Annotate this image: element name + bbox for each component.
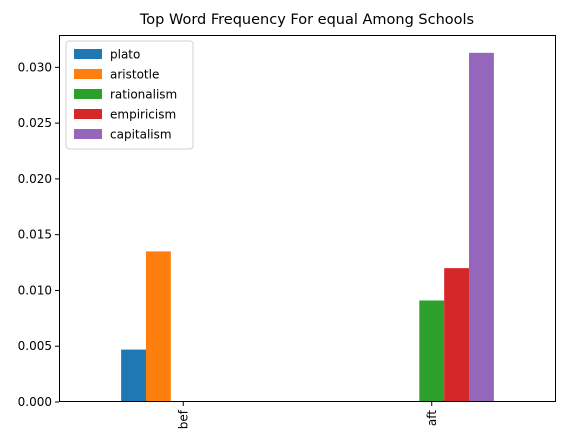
chart-title: Top Word Frequency For equal Among Schoo… <box>139 12 474 28</box>
legend-swatch-empiricism <box>74 109 102 119</box>
x-tick-label: aft <box>425 410 439 426</box>
legend: plato aristotle rationalism empiricism capit… <box>65 40 194 150</box>
legend-label-rationalism: rationalism <box>110 88 177 102</box>
y-tick-label: 0.000 <box>18 395 52 409</box>
legend-swatch-aristotle <box>74 69 102 79</box>
y-tick-label: 0.005 <box>18 339 52 353</box>
y-tick-label: 0.010 <box>18 283 52 297</box>
legend-box <box>65 40 194 150</box>
bar-capitalism-aft <box>469 52 494 402</box>
legend-swatch-plato <box>74 49 102 59</box>
y-tick-label: 0.025 <box>18 116 52 130</box>
legend-label-aristotle: aristotle <box>110 68 159 82</box>
y-tick-label: 0.030 <box>18 60 52 74</box>
bar-empiricism-aft <box>444 268 470 402</box>
legend-label-plato: plato <box>110 48 140 62</box>
y-tick-label: 0.015 <box>18 228 52 242</box>
x-axis: bef aft <box>176 402 439 429</box>
legend-label-empiricism: empiricism <box>110 108 176 122</box>
legend-label-capitalism: capitalism <box>110 128 172 142</box>
bars-group <box>121 52 494 402</box>
bar-rationalism-aft <box>419 300 445 402</box>
y-tick-label: 0.020 <box>18 172 52 186</box>
x-tick-label: bef <box>176 409 190 429</box>
bar-aristotle-bef <box>145 251 171 402</box>
legend-swatch-rationalism <box>74 89 102 99</box>
plot-frame <box>59 35 556 402</box>
legend-swatch-capitalism <box>74 129 102 139</box>
bar-plato-bef <box>121 349 146 402</box>
y-axis: 0.000 0.005 0.010 0.015 0.020 0.025 0.030 <box>18 60 59 409</box>
